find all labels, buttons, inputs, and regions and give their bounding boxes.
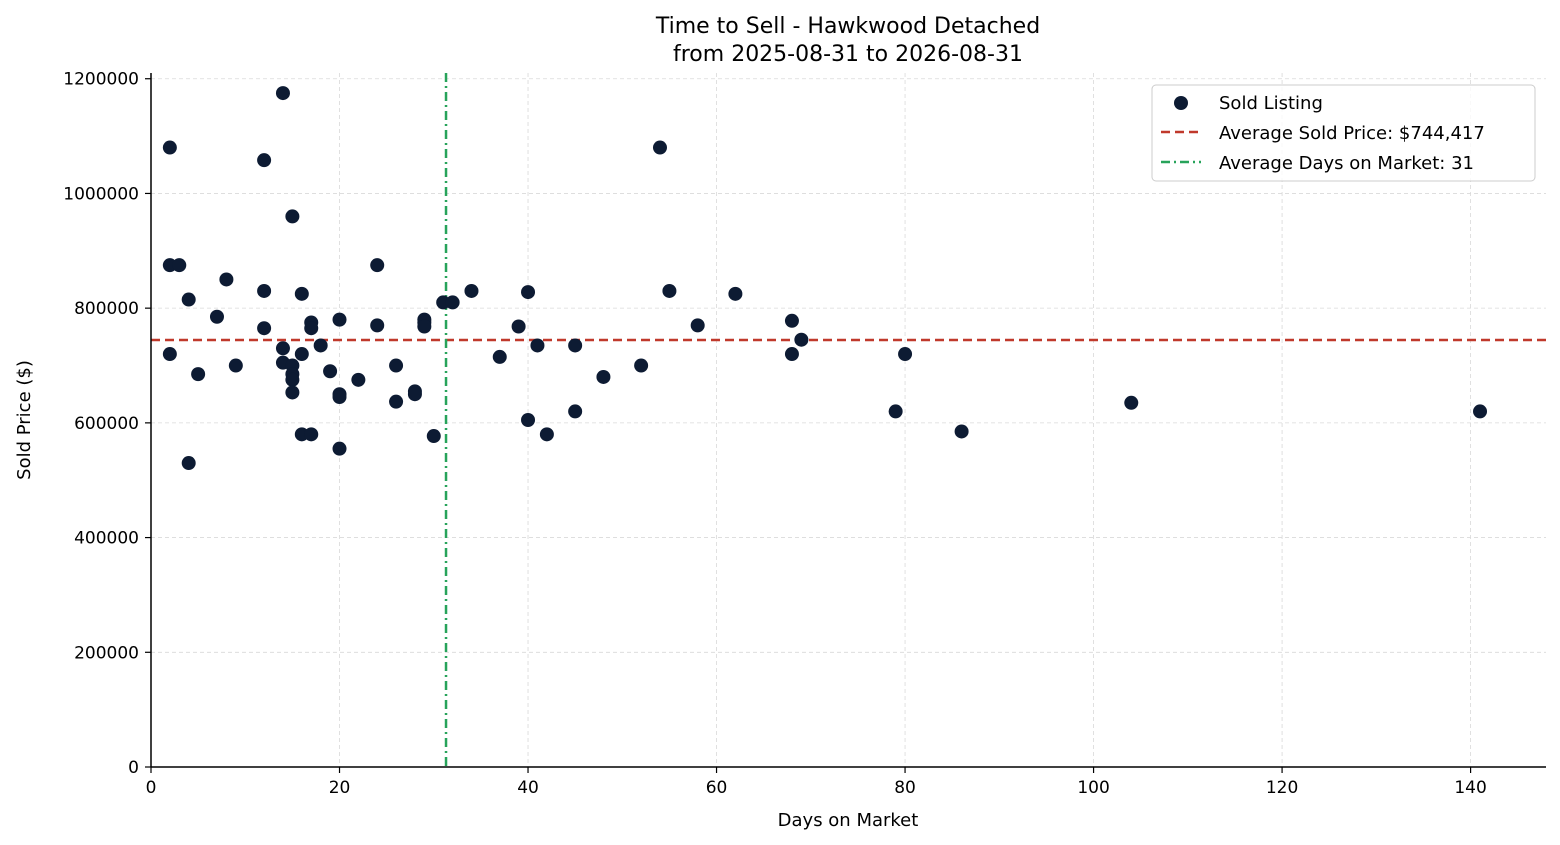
legend-scatter-marker: [1174, 96, 1188, 110]
x-tick-label: 100: [1077, 778, 1109, 798]
sold-listing-point: [690, 318, 705, 333]
sold-listing-point: [181, 456, 196, 471]
sold-listing-point: [898, 347, 913, 362]
x-tick-label: 60: [706, 778, 728, 798]
sold-listing-point: [323, 364, 338, 379]
sold-listing-point: [257, 153, 272, 168]
sold-listing-point: [634, 358, 649, 373]
y-tick-label: 600000: [74, 414, 139, 434]
legend-days-label: Average Days on Market: 31: [1219, 153, 1474, 174]
sold-listing-point: [294, 347, 309, 362]
sold-listing-point: [351, 372, 366, 387]
sold-listing-point: [568, 338, 583, 353]
sold-listing-point: [728, 286, 743, 301]
sold-listing-point: [209, 309, 224, 324]
x-tick-label: 20: [329, 778, 351, 798]
sold-listing-point: [275, 341, 290, 356]
sold-listing-point: [181, 292, 196, 307]
sold-listing-point: [285, 385, 300, 400]
sold-listing-point: [568, 404, 583, 419]
sold-listing-point: [304, 427, 319, 442]
x-ticks: 0 20 40 60 80 100 120 140: [146, 767, 1487, 798]
legend-price-label: Average Sold Price: $744,417: [1219, 123, 1485, 144]
sold-listing-point: [162, 347, 177, 362]
y-axis-label: Sold Price ($): [14, 360, 35, 480]
sold-listing-point: [313, 338, 328, 353]
sold-listing-point: [426, 429, 441, 444]
sold-listing-point: [539, 427, 554, 442]
sold-listing-point: [784, 313, 799, 328]
sold-listing-point: [511, 319, 526, 334]
sold-listing-point: [332, 312, 347, 327]
sold-listing-point: [285, 209, 300, 224]
sold-listing-point: [257, 283, 272, 298]
sold-listing-point: [417, 319, 432, 334]
sold-listing-point: [285, 372, 300, 387]
legend: Sold Listing Average Sold Price: $744,41…: [1151, 84, 1536, 182]
sold-listing-point: [304, 321, 319, 336]
y-tick-label: 200000: [74, 643, 139, 663]
y-tick-label: 1000000: [63, 184, 139, 204]
sold-listing-point: [191, 367, 206, 382]
sold-listing-point: [370, 258, 385, 273]
sold-listing-point: [954, 424, 969, 439]
sold-listing-point: [332, 441, 347, 456]
reference-lines: [151, 73, 1546, 767]
sold-listing-point: [794, 332, 809, 347]
sold-listing-point: [407, 387, 422, 402]
legend-scatter-label: Sold Listing: [1219, 93, 1323, 114]
x-tick-label: 0: [146, 778, 157, 798]
sold-listing-point: [888, 404, 903, 419]
y-tick-label: 800000: [74, 299, 139, 319]
sold-listing-point: [257, 321, 272, 336]
chart-title-line2: from 2025-08-31 to 2026-08-31: [673, 42, 1023, 67]
sold-listing-point: [219, 272, 234, 287]
sold-listing-point: [464, 283, 479, 298]
sold-listing-point: [662, 283, 677, 298]
sold-listing-point: [389, 358, 404, 373]
sold-listing-point: [172, 258, 187, 273]
legend-box: [1151, 84, 1536, 182]
sold-listing-point: [530, 338, 545, 353]
y-tick-label: 400000: [74, 529, 139, 549]
sold-listing-point: [445, 295, 460, 310]
sold-listing-point: [162, 140, 177, 155]
y-ticks: 0 200000 400000 600000 800000 1000000 1200000: [63, 70, 151, 778]
sold-listing-point: [492, 349, 507, 364]
chart-title-line1: Time to Sell - Hawkwood Detached: [655, 14, 1040, 39]
sold-listing-point: [784, 347, 799, 362]
x-tick-label: 40: [517, 778, 539, 798]
sold-listing-point: [521, 413, 536, 427]
x-axis-label: Days on Market: [778, 810, 919, 831]
x-tick-label: 80: [894, 778, 916, 798]
y-tick-label: 0: [128, 758, 139, 778]
sold-listing-point: [521, 285, 536, 300]
sold-listing-point: [294, 286, 309, 301]
y-tick-label: 1200000: [63, 70, 139, 90]
sold-listing-point: [275, 86, 290, 101]
sold-listing-point: [332, 390, 347, 405]
data-points: [162, 86, 1488, 471]
sold-listing-point: [228, 358, 243, 373]
x-tick-label: 140: [1454, 778, 1486, 798]
x-tick-label: 120: [1266, 778, 1298, 798]
sold-listing-point: [389, 394, 404, 409]
sold-listing-point: [1473, 404, 1488, 419]
axes: [150, 73, 1546, 768]
sold-listing-point: [370, 318, 385, 333]
sold-listing-point: [596, 369, 611, 384]
sold-listing-point: [1124, 395, 1139, 410]
sold-listing-point: [652, 140, 667, 155]
